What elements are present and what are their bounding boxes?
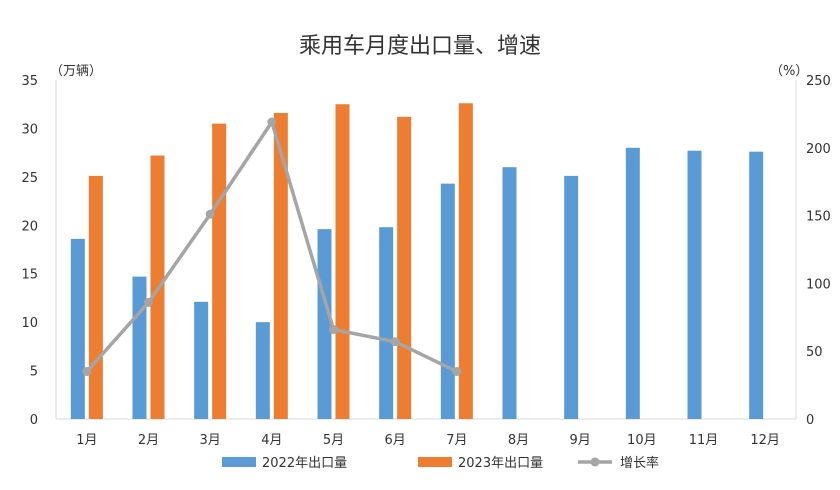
legend-label: 增长率 — [620, 455, 659, 471]
legend-label: 2023年出口量 — [458, 456, 543, 471]
left-tick-label: 15 — [21, 268, 38, 283]
right-tick-label: 50 — [806, 345, 823, 360]
bar-2022年出口量-11月 — [687, 150, 702, 419]
bar-2022年出口量-1月 — [70, 238, 85, 419]
right-tick-label: 250 — [806, 74, 831, 89]
x-tick-label: 3月 — [200, 433, 221, 448]
x-tick-label: 10月 — [627, 433, 657, 448]
bar-2022年出口量-4月 — [255, 322, 270, 419]
bar-2022年出口量-10月 — [625, 147, 640, 420]
x-tick-label: 2月 — [138, 433, 159, 448]
bar-2022年出口量-6月 — [379, 227, 394, 419]
x-tick-label: 4月 — [261, 433, 282, 448]
bar-2022年出口量-8月 — [502, 167, 517, 419]
x-tick-label: 8月 — [508, 433, 529, 448]
legend-label: 2022年出口量 — [262, 456, 347, 471]
left-tick-label: 35 — [21, 74, 38, 89]
growth-rate-point-7月 — [452, 367, 462, 377]
bar-2023年出口量-6月 — [397, 116, 412, 419]
x-tick-label: 9月 — [570, 433, 591, 448]
x-tick-label: 1月 — [76, 433, 97, 448]
x-tick-label: 6月 — [385, 433, 406, 448]
bar-2023年出口量-1月 — [88, 175, 103, 419]
growth-rate-point-6月 — [390, 337, 400, 347]
bar-2022年出口量-9月 — [564, 175, 579, 419]
bar-2022年出口量-5月 — [317, 229, 332, 419]
growth-rate-point-5月 — [329, 325, 338, 335]
x-tick-label: 12月 — [750, 433, 780, 448]
right-axis-unit: （%） — [770, 64, 809, 79]
left-tick-label: 5 — [30, 365, 38, 380]
right-tick-label: 0 — [806, 413, 814, 428]
bar-2022年出口量-2月 — [132, 276, 147, 419]
legend-swatch-2022年出口量 — [222, 457, 256, 467]
legend-marker-增长率 — [590, 457, 600, 467]
right-tick-label: 200 — [806, 142, 831, 157]
right-tick-label: 100 — [806, 277, 831, 292]
growth-rate-point-3月 — [205, 209, 215, 219]
left-tick-label: 25 — [21, 171, 38, 186]
x-tick-label: 5月 — [323, 433, 344, 448]
bar-2022年出口量-3月 — [194, 301, 209, 419]
left-tick-label: 0 — [30, 413, 38, 428]
bar-2022年出口量-7月 — [440, 183, 455, 419]
left-tick-label: 20 — [21, 219, 38, 234]
left-axis-unit: （万辆） — [50, 64, 103, 79]
bar-2023年出口量-3月 — [212, 123, 227, 419]
growth-rate-point-2月 — [144, 297, 153, 307]
bar-2023年出口量-4月 — [273, 112, 288, 419]
x-tick-label: 11月 — [689, 433, 719, 448]
right-tick-label: 150 — [806, 210, 831, 225]
bar-2023年出口量-5月 — [335, 104, 350, 419]
legend-swatch-2023年出口量 — [418, 457, 452, 467]
x-tick-label: 7月 — [446, 433, 467, 448]
chart-title: 乘用车月度出口量、增速 — [298, 34, 541, 59]
left-tick-label: 10 — [21, 316, 38, 331]
left-tick-label: 30 — [21, 122, 38, 137]
growth-rate-point-1月 — [82, 367, 92, 377]
bar-2022年出口量-12月 — [749, 151, 764, 419]
bar-2023年出口量-7月 — [458, 103, 473, 419]
growth-rate-point-4月 — [267, 117, 277, 127]
